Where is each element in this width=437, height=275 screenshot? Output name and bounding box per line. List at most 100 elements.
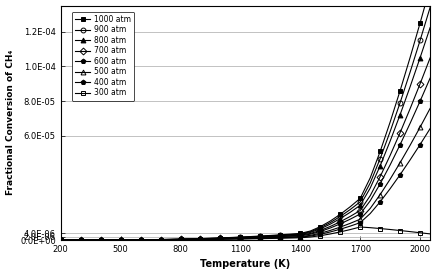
600 atm <box>198 237 203 241</box>
400 atm <box>417 143 423 146</box>
400 atm <box>328 230 333 234</box>
400 atm <box>288 236 293 239</box>
700 atm <box>218 237 223 240</box>
400 atm <box>258 236 263 240</box>
Line: 900 atm: 900 atm <box>58 5 433 243</box>
600 atm <box>158 238 163 241</box>
500 atm <box>368 207 373 210</box>
600 atm <box>398 143 403 146</box>
400 atm <box>338 228 343 231</box>
900 atm <box>178 238 183 241</box>
600 atm <box>278 235 283 238</box>
600 atm <box>68 238 73 242</box>
600 atm <box>338 222 343 226</box>
Line: 500 atm: 500 atm <box>58 106 433 243</box>
600 atm <box>148 238 153 241</box>
800 atm <box>198 237 203 240</box>
900 atm <box>138 238 143 241</box>
500 atm <box>388 177 393 181</box>
500 atm <box>168 238 173 241</box>
900 atm <box>427 6 433 9</box>
800 atm <box>228 236 233 240</box>
700 atm <box>128 238 133 241</box>
900 atm <box>108 238 113 242</box>
900 atm <box>347 208 353 211</box>
400 atm <box>58 238 63 242</box>
1000 atm <box>408 56 413 59</box>
600 atm <box>228 237 233 240</box>
900 atm <box>268 234 273 238</box>
900 atm <box>198 237 203 240</box>
1000 atm <box>298 232 303 235</box>
600 atm <box>408 122 413 125</box>
1000 atm <box>198 237 203 240</box>
300 atm <box>368 226 373 229</box>
500 atm <box>198 238 203 241</box>
600 atm <box>108 238 113 242</box>
500 atm <box>338 226 343 229</box>
400 atm <box>88 238 93 242</box>
Line: 300 atm: 300 atm <box>58 225 433 243</box>
1000 atm <box>168 238 173 241</box>
300 atm <box>198 238 203 241</box>
400 atm <box>378 200 383 204</box>
600 atm <box>88 238 93 242</box>
Line: 700 atm: 700 atm <box>58 56 433 243</box>
400 atm <box>278 236 283 239</box>
1000 atm <box>378 150 383 153</box>
500 atm <box>268 236 273 239</box>
300 atm <box>158 238 163 241</box>
800 atm <box>208 237 213 240</box>
500 atm <box>208 237 213 241</box>
800 atm <box>398 113 403 116</box>
600 atm <box>98 238 103 242</box>
400 atm <box>218 237 223 241</box>
500 atm <box>427 107 433 110</box>
Line: 800 atm: 800 atm <box>58 25 433 243</box>
300 atm <box>378 227 383 230</box>
500 atm <box>68 238 73 242</box>
900 atm <box>218 236 223 240</box>
800 atm <box>308 231 313 234</box>
700 atm <box>258 235 263 239</box>
300 atm <box>357 225 363 229</box>
600 atm <box>58 238 63 242</box>
400 atm <box>148 238 153 241</box>
900 atm <box>278 233 283 237</box>
700 atm <box>168 238 173 241</box>
900 atm <box>258 235 263 238</box>
500 atm <box>178 238 183 241</box>
600 atm <box>308 233 313 236</box>
900 atm <box>68 238 73 242</box>
700 atm <box>378 175 383 178</box>
900 atm <box>308 230 313 233</box>
300 atm <box>118 238 123 242</box>
700 atm <box>178 238 183 241</box>
700 atm <box>188 238 193 241</box>
500 atm <box>298 235 303 238</box>
400 atm <box>68 238 73 242</box>
700 atm <box>198 237 203 241</box>
800 atm <box>78 238 83 242</box>
300 atm <box>98 238 103 242</box>
900 atm <box>388 130 393 133</box>
300 atm <box>178 238 183 241</box>
1000 atm <box>228 236 233 239</box>
500 atm <box>218 237 223 241</box>
1000 atm <box>208 236 213 240</box>
800 atm <box>138 238 143 241</box>
1000 atm <box>108 238 113 242</box>
700 atm <box>388 154 393 157</box>
300 atm <box>347 228 353 231</box>
900 atm <box>188 237 193 241</box>
900 atm <box>148 238 153 241</box>
400 atm <box>198 238 203 241</box>
700 atm <box>58 238 63 242</box>
700 atm <box>347 215 353 218</box>
700 atm <box>98 238 103 242</box>
1000 atm <box>238 235 243 239</box>
300 atm <box>238 237 243 241</box>
800 atm <box>218 236 223 240</box>
700 atm <box>138 238 143 241</box>
600 atm <box>268 235 273 239</box>
